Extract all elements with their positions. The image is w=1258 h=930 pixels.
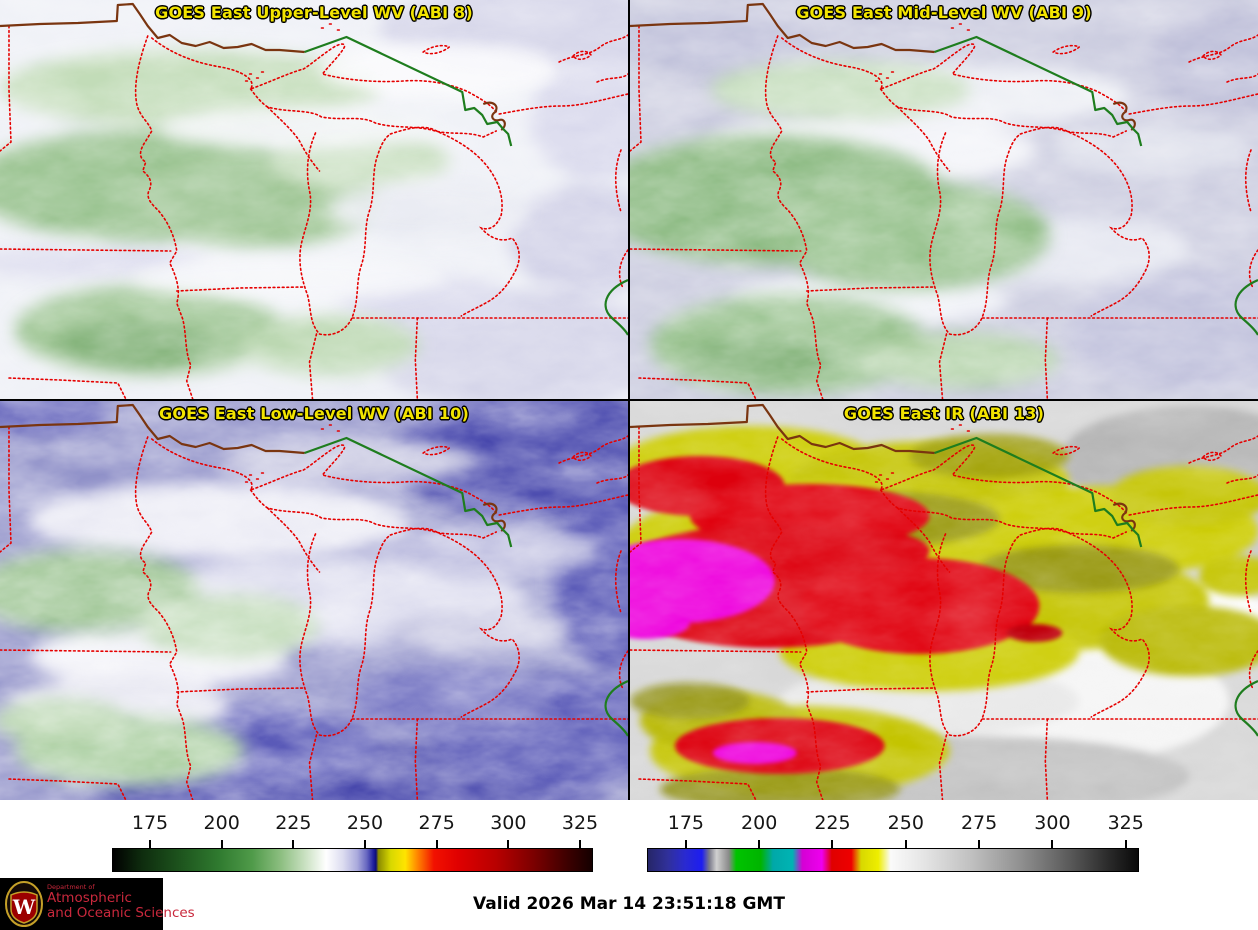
ir-tick-label: 300 (1034, 812, 1071, 834)
uw-monogram: W (12, 895, 36, 919)
uw-crest-icon: W (5, 881, 43, 927)
abi10-satellite-image (0, 401, 628, 800)
wv-tick-mark (364, 840, 366, 848)
wv-tick-label: 250 (346, 812, 384, 834)
ir-tick-mark (978, 840, 981, 848)
wv-tick-label: 225 (275, 812, 312, 834)
panel-abi10-low-level-wv: GOES East Low-Level WV (ABI 10) (0, 401, 628, 800)
wv-tick-label: 200 (203, 812, 240, 834)
panel-abi13-ir: GOES East IR (ABI 13) (630, 401, 1258, 800)
abi8-satellite-image (0, 0, 628, 399)
ir-colorbar-gradient (647, 848, 1139, 872)
wv-tick-label: 275 (418, 812, 455, 834)
wv-colorbar-gradient (112, 848, 593, 872)
ir-tick-mark (1051, 840, 1054, 848)
footer-row: Valid 2026 Mar 14 23:51:18 GMT W Departm… (0, 878, 1258, 930)
valid-timestamp: Valid 2026 Mar 14 23:51:18 GMT (473, 894, 785, 914)
colorbar-infrared: 175 200 225 250 275 300 325 (647, 800, 1144, 878)
logo-text: Department of Atmospheric and Oceanic Sc… (47, 883, 195, 921)
logo-dept-line: Department of (47, 883, 95, 891)
colorbar-water-vapor: 175 200 225 250 275 300 325 (112, 800, 598, 878)
wv-tick-mark (292, 840, 295, 848)
ir-tick-mark (684, 840, 687, 848)
ir-tick-label: 275 (960, 812, 998, 834)
panel-title-abi8: GOES East Upper-Level WV (ABI 8) (155, 3, 473, 22)
ir-tick-mark (758, 840, 761, 848)
wv-tick-mark (435, 840, 438, 848)
ir-tick-mark (1124, 840, 1127, 848)
ir-tick-label: 225 (814, 812, 851, 834)
logo-name-line1: Atmospheric (47, 890, 132, 906)
panel-title-abi10: GOES East Low-Level WV (ABI 10) (158, 404, 469, 423)
panel-title-abi13: GOES East IR (ABI 13) (843, 404, 1045, 423)
panel-title-abi9: GOES East Mid-Level WV (ABI 9) (796, 3, 1092, 22)
wv-tick-mark (148, 840, 151, 848)
abi9-satellite-image (630, 0, 1258, 399)
panel-abi9-mid-level-wv: GOES East Mid-Level WV (ABI 9) (630, 0, 1258, 399)
ir-tick-label: 325 (1107, 812, 1144, 834)
legend-row: 175 200 225 250 275 300 325 175 200 225 … (0, 800, 1258, 878)
logo-name-line2: and Oceanic Sciences (47, 905, 195, 921)
ir-tick-mark (831, 840, 834, 848)
ir-tick-label: 175 (667, 812, 704, 834)
aos-department-logo: W Department of Atmospheric and Oceanic … (0, 878, 195, 930)
panel-abi8-upper-level-wv: GOES East Upper-Level WV (ABI 8) (0, 0, 628, 399)
satellite-quad-grid: GOES East Upper-Level WV (ABI 8) (0, 0, 1258, 800)
wv-tick-label: 325 (561, 812, 599, 834)
ir-tick-mark (904, 840, 907, 848)
wv-tick-label: 175 (131, 812, 169, 834)
wv-tick-mark (579, 840, 581, 848)
wv-tick-mark (507, 840, 510, 848)
wv-tick-mark (220, 840, 223, 848)
abi13-satellite-image (630, 401, 1258, 800)
wv-tick-label: 300 (490, 812, 527, 834)
ir-tick-label: 200 (741, 812, 778, 834)
ir-tick-label: 250 (887, 812, 924, 834)
